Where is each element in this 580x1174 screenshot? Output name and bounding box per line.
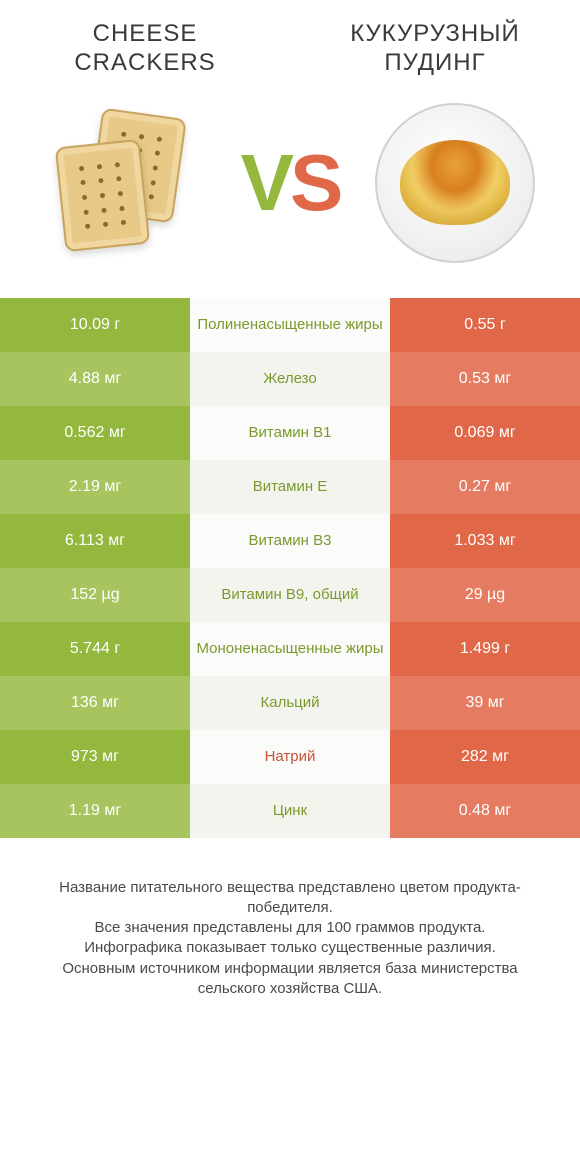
footer-notes: Название питательного вещества представл…	[0, 838, 580, 1000]
nutrient-label: Полиненасыщенные жиры	[190, 298, 390, 352]
right-value: 39 мг	[390, 676, 580, 730]
pudding-icon	[400, 140, 510, 225]
left-value: 152 µg	[0, 568, 190, 622]
left-value: 136 мг	[0, 676, 190, 730]
footer-line: Все значения представлены для 100 граммо…	[28, 918, 552, 938]
left-food-title: CHEESE CRACKERS	[30, 20, 260, 78]
right-value: 0.069 мг	[390, 406, 580, 460]
right-value: 1.033 мг	[390, 514, 580, 568]
right-food-image	[370, 98, 540, 268]
comparison-table: 10.09 гПолиненасыщенные жиры0.55 г4.88 м…	[0, 298, 580, 838]
vs-row: VS	[0, 88, 580, 298]
header: CHEESE CRACKERS КУКУРУЗНЫЙ ПУДИНГ	[0, 0, 580, 88]
right-food-title: КУКУРУЗНЫЙ ПУДИНГ	[320, 20, 550, 78]
nutrient-label: Кальций	[190, 676, 390, 730]
table-row: 5.744 гМононенасыщенные жиры1.499 г	[0, 622, 580, 676]
table-row: 1.19 мгЦинк0.48 мг	[0, 784, 580, 838]
right-value: 0.53 мг	[390, 352, 580, 406]
nutrient-label: Витамин B3	[190, 514, 390, 568]
nutrient-label: Мононенасыщенные жиры	[190, 622, 390, 676]
nutrient-label: Витамин E	[190, 460, 390, 514]
table-row: 0.562 мгВитамин B10.069 мг	[0, 406, 580, 460]
left-value: 4.88 мг	[0, 352, 190, 406]
table-row: 10.09 гПолиненасыщенные жиры0.55 г	[0, 298, 580, 352]
footer-line: Инфографика показывает только существенн…	[28, 938, 552, 958]
nutrient-label: Витамин B1	[190, 406, 390, 460]
table-row: 973 мгНатрий282 мг	[0, 730, 580, 784]
right-value: 1.499 г	[390, 622, 580, 676]
table-row: 152 µgВитамин B9, общий29 µg	[0, 568, 580, 622]
crackers-icon	[50, 108, 200, 258]
right-value: 282 мг	[390, 730, 580, 784]
footer-line: Основным источником информации является …	[28, 959, 552, 1000]
vs-s: S	[290, 138, 339, 227]
left-value: 0.562 мг	[0, 406, 190, 460]
plate-icon	[375, 103, 535, 263]
left-value: 10.09 г	[0, 298, 190, 352]
right-value: 0.48 мг	[390, 784, 580, 838]
left-value: 973 мг	[0, 730, 190, 784]
left-value: 2.19 мг	[0, 460, 190, 514]
right-value: 0.27 мг	[390, 460, 580, 514]
nutrient-label: Натрий	[190, 730, 390, 784]
left-food-image	[40, 98, 210, 268]
nutrient-label: Железо	[190, 352, 390, 406]
footer-line: Название питательного вещества представл…	[28, 878, 552, 919]
left-value: 5.744 г	[0, 622, 190, 676]
left-value: 1.19 мг	[0, 784, 190, 838]
nutrient-label: Витамин B9, общий	[190, 568, 390, 622]
right-value: 29 µg	[390, 568, 580, 622]
table-row: 4.88 мгЖелезо0.53 мг	[0, 352, 580, 406]
table-row: 2.19 мгВитамин E0.27 мг	[0, 460, 580, 514]
vs-label: VS	[241, 137, 340, 229]
table-row: 6.113 мгВитамин B31.033 мг	[0, 514, 580, 568]
left-value: 6.113 мг	[0, 514, 190, 568]
nutrient-label: Цинк	[190, 784, 390, 838]
right-value: 0.55 г	[390, 298, 580, 352]
vs-v: V	[241, 138, 290, 227]
table-row: 136 мгКальций39 мг	[0, 676, 580, 730]
